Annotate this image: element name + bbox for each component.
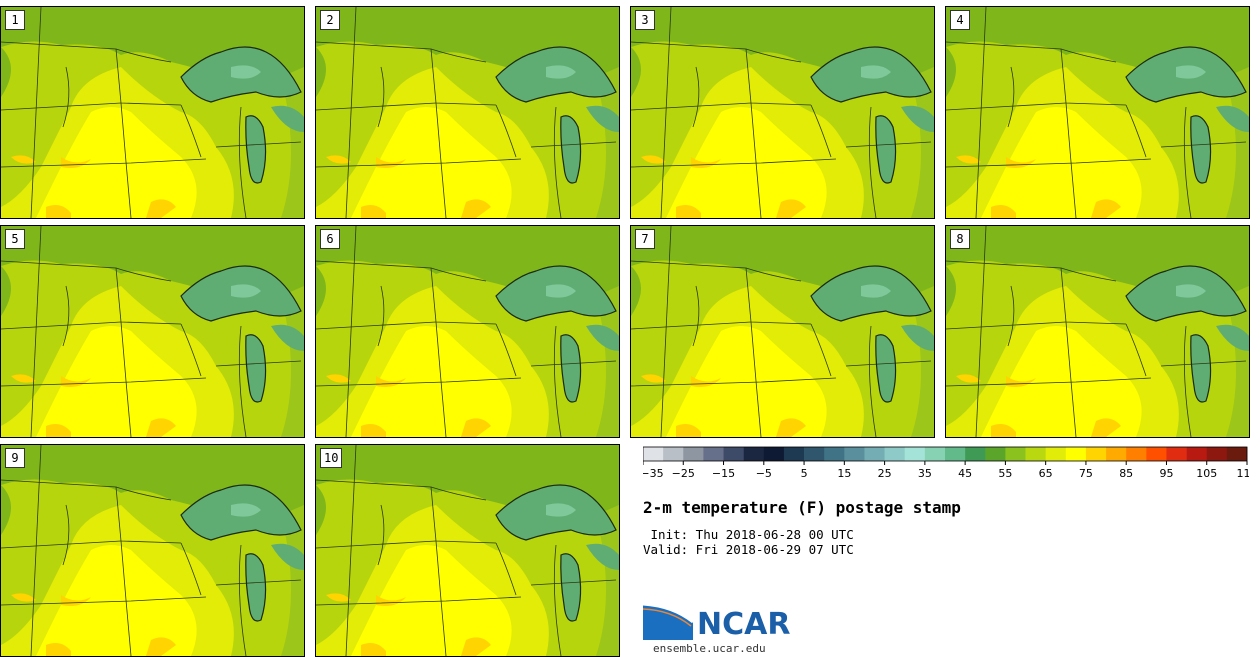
colorbar-segment [683,447,704,461]
colorbar-segment [1045,447,1067,461]
colorbar-segment [1005,447,1026,461]
colorbar-segment [1206,447,1228,461]
colorbar-tick-label: 105 [1196,467,1217,480]
colorbar-segment [1126,447,1147,461]
colorbar-tick-label: 65 [1039,467,1053,480]
colorbar-segment [904,447,926,461]
colorbar-segment [763,447,785,461]
temperature-map [1,226,304,437]
colorbar-segment [783,447,805,461]
temperature-colorbar: −35 −25 −15 −5 5 15 25 35 45 55 65 75 85 95 105 115 [643,446,1250,480]
ensemble-member-panel: 1 [0,6,305,219]
member-number: 10 [320,448,343,468]
member-number: 3 [635,10,655,30]
member-number: 5 [5,229,25,249]
member-number: 1 [5,10,25,30]
ncar-logo-icon [643,602,694,640]
colorbar-segment [884,447,906,461]
colorbar-segment [945,447,966,461]
temperature-map [631,7,934,218]
ensemble-member-panel: 7 [630,225,935,438]
temperature-map [631,226,934,437]
colorbar-tick-label: 15 [837,467,851,480]
chart-title: 2-m temperature (F) postage stamp [643,498,961,517]
member-number: 8 [950,229,970,249]
ncar-url: ensemble.ucar.edu [653,642,766,655]
colorbar-segment [985,447,1006,461]
colorbar-tick-label: −5 [756,467,772,480]
colorbar-tick-label: −35 [643,467,664,480]
ensemble-member-panel: 2 [315,6,620,219]
colorbar-segment [1166,447,1187,461]
colorbar-tick-label: 95 [1159,467,1173,480]
colorbar-segment [804,447,825,461]
ensemble-member-panel: 9 [0,444,305,657]
colorbar-segment [924,447,946,461]
temperature-map [946,7,1249,218]
temperature-map [316,226,619,437]
colorbar-segment [864,447,885,461]
colorbar-tick-label: 55 [998,467,1012,480]
member-number: 9 [5,448,25,468]
colorbar-segment [1186,447,1208,461]
colorbar-segment [1065,447,1087,461]
temperature-map [1,7,304,218]
colorbar-tick-label: 115 [1237,467,1250,480]
colorbar-segment [844,447,865,461]
colorbar-segment [1226,447,1248,461]
colorbar-segment [1146,447,1167,461]
colorbar-segment [743,447,765,461]
colorbar-segment [1106,447,1127,461]
valid-time: Valid: Fri 2018-06-29 07 UTC [643,542,854,557]
temperature-map [316,445,619,656]
colorbar-segment [643,447,664,461]
init-time: Init: Thu 2018-06-28 00 UTC [643,527,854,542]
member-number: 6 [320,229,340,249]
colorbar-tick-label: 35 [918,467,932,480]
colorbar-tick-label: 75 [1079,467,1093,480]
temperature-map [1,445,304,656]
colorbar-tick-label: 25 [878,467,892,480]
colorbar-tick-label: 5 [801,467,808,480]
colorbar-segment [965,447,986,461]
ensemble-member-panel: 8 [945,225,1250,438]
colorbar-segment [1025,447,1046,461]
colorbar-border [643,446,1248,462]
temperature-map [316,7,619,218]
colorbar-segment [723,447,744,461]
ensemble-member-panel: 10 [315,444,620,657]
colorbar-segment [663,447,684,461]
ncar-logo-text: NCAR [697,607,791,642]
ensemble-member-panel: 6 [315,225,620,438]
colorbar-tick-label: −25 [672,467,695,480]
ensemble-member-panel: 3 [630,6,935,219]
colorbar-tick-label: −15 [712,467,735,480]
colorbar-segment [703,447,724,461]
member-number: 7 [635,229,655,249]
ensemble-member-panel: 5 [0,225,305,438]
colorbar-segment [824,447,845,461]
colorbar-segment [1085,447,1107,461]
colorbar-tick-label: 45 [958,467,972,480]
ensemble-member-panel: 4 [945,6,1250,219]
temperature-map [946,226,1249,437]
member-number: 4 [950,10,970,30]
member-number: 2 [320,10,340,30]
colorbar-tick-label: 85 [1119,467,1133,480]
